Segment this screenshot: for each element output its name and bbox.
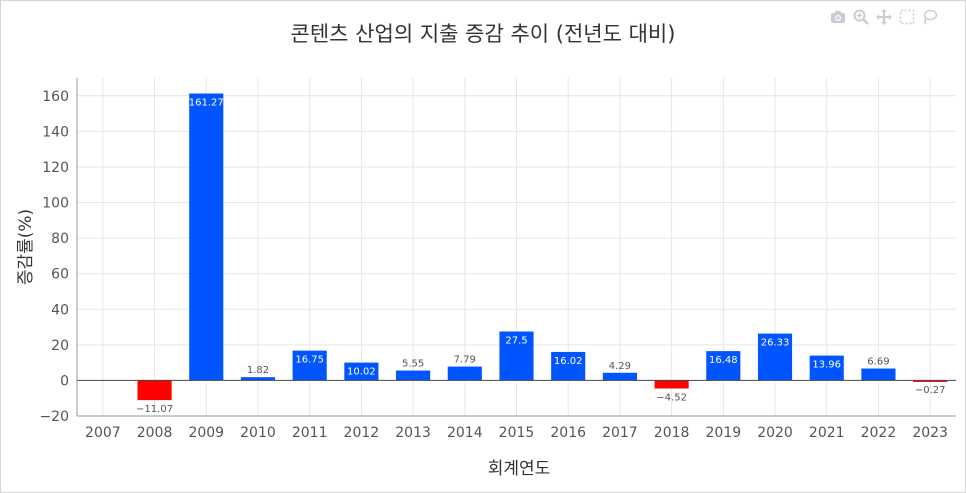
y-tick-label: −20 xyxy=(39,409,69,425)
data-label: 16.02 xyxy=(554,356,583,367)
y-tick-label: 100 xyxy=(42,196,69,212)
x-tick-label: 2019 xyxy=(706,425,742,441)
data-label: 13.96 xyxy=(812,360,841,371)
modebar xyxy=(830,9,938,25)
x-tick-label: 2008 xyxy=(137,425,173,441)
x-tick-label: 2023 xyxy=(912,425,948,441)
data-label: 6.69 xyxy=(867,357,889,368)
bar[interactable] xyxy=(396,370,431,381)
y-tick-label: 80 xyxy=(51,231,69,247)
bar[interactable] xyxy=(757,333,793,381)
box-select-icon[interactable] xyxy=(899,9,915,25)
bar[interactable] xyxy=(706,351,741,381)
bar[interactable] xyxy=(292,350,327,381)
data-label: 4.29 xyxy=(609,361,631,372)
x-tick-labels: 2007 2008 2009 2010 2011 2012 2013 2014 2015 2016… xyxy=(85,425,948,441)
data-label: 16.75 xyxy=(295,355,324,366)
y-tick-label: 140 xyxy=(42,124,69,140)
x-tick-label: 2016 xyxy=(550,425,586,441)
data-label: −4.52 xyxy=(656,392,687,403)
chart-title: 콘텐츠 산업의 지출 증감 추이 (전년도 대비) xyxy=(290,22,676,46)
zoom-icon[interactable] xyxy=(853,9,869,25)
y-tick-label: 0 xyxy=(60,373,69,389)
bar[interactable] xyxy=(499,331,534,381)
bar[interactable] xyxy=(551,351,586,381)
bar[interactable] xyxy=(913,380,948,382)
x-tick-label: 2011 xyxy=(292,425,328,441)
x-tick-label: 2010 xyxy=(240,425,276,441)
x-axis-title: 회계연도 xyxy=(488,459,551,479)
bar[interactable] xyxy=(809,355,844,381)
data-label: 26.33 xyxy=(761,338,790,349)
bar[interactable] xyxy=(344,362,379,381)
bar[interactable] xyxy=(654,380,689,389)
data-label: −11.07 xyxy=(136,404,173,415)
data-label: 1.82 xyxy=(247,365,269,376)
y-tick-label: 120 xyxy=(42,160,69,176)
data-label: 10.02 xyxy=(347,367,376,378)
x-tick-label: 2017 xyxy=(602,425,638,441)
data-labels: −11.07 161.27 1.82 16.75 10.02 5.55 7.79 27.5 16… xyxy=(136,98,945,416)
data-label: 27.5 xyxy=(505,336,527,347)
camera-icon[interactable] xyxy=(830,9,846,25)
data-label: 7.79 xyxy=(454,355,476,366)
bar[interactable] xyxy=(137,380,172,401)
y-axis-title: 증감률(%) xyxy=(16,209,36,285)
pan-icon[interactable] xyxy=(876,9,892,25)
x-tick-label: 2022 xyxy=(861,425,897,441)
y-tick-label: 40 xyxy=(51,302,69,318)
y-tick-label: 160 xyxy=(42,89,69,105)
data-label: 16.48 xyxy=(709,355,738,366)
lasso-icon[interactable] xyxy=(922,9,938,25)
x-tick-label: 2009 xyxy=(188,425,224,441)
bar[interactable] xyxy=(447,366,482,381)
bar[interactable] xyxy=(602,372,637,381)
x-tick-label: 2014 xyxy=(447,425,483,441)
x-tick-label: 2015 xyxy=(499,425,535,441)
x-tick-label: 2020 xyxy=(757,425,793,441)
x-tick-label: 2013 xyxy=(395,425,431,441)
axes xyxy=(76,78,956,417)
bar[interactable] xyxy=(861,368,896,381)
y-tick-label: 20 xyxy=(51,338,69,354)
data-label: −0.27 xyxy=(915,385,946,396)
data-label: 5.55 xyxy=(402,359,424,370)
y-tick-label: 60 xyxy=(51,267,69,283)
x-tick-label: 2021 xyxy=(809,425,845,441)
bars xyxy=(137,93,948,401)
data-label: 161.27 xyxy=(189,98,224,109)
x-tick-label: 2007 xyxy=(85,425,121,441)
y-tick-labels: −20 0 20 40 60 80 100 120 140 160 xyxy=(39,89,69,425)
x-tick-label: 2018 xyxy=(654,425,690,441)
bar[interactable] xyxy=(240,377,276,381)
bar[interactable] xyxy=(189,93,224,381)
x-tick-label: 2012 xyxy=(344,425,380,441)
